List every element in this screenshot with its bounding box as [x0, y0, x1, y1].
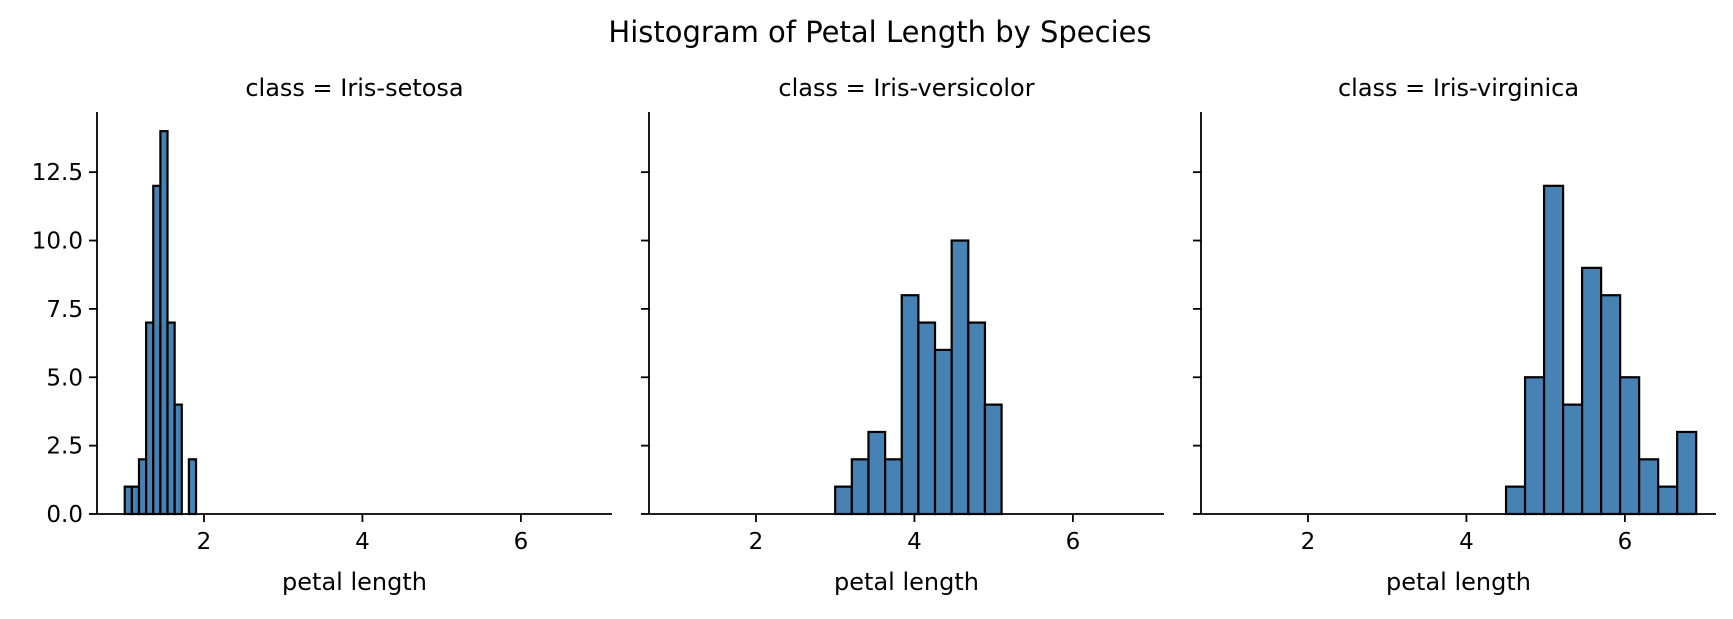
panel-title: class = Iris-setosa [245, 74, 463, 102]
histogram-bar [1542, 184, 1565, 516]
facet-panel-1: class = Iris-setosa 2 4 6 0.0 2.5 5.0 7.5 10.0 12… [32, 74, 612, 596]
x-tick-label: 4 [355, 529, 370, 555]
y-tick-label: 0.0 [46, 502, 83, 528]
histogram-bar [884, 458, 903, 516]
histogram-bar [1619, 376, 1641, 516]
facet-panel-2: class = Iris-versicolor 2 4 6 petal length [641, 74, 1164, 596]
facet-panel-3: class = Iris-virginica 2 4 6 petal length [1193, 74, 1716, 596]
panel-title: class = Iris-virginica [1338, 74, 1579, 102]
histogram-bar [1580, 266, 1603, 516]
y-tick-label: 5.0 [46, 365, 83, 391]
histogram-bar [1657, 485, 1679, 516]
histogram-bar [983, 403, 1003, 516]
x-tick-label: 4 [1459, 529, 1474, 555]
histogram-bar [173, 403, 183, 516]
histogram-bar [1504, 485, 1527, 516]
x-tick-label: 6 [1618, 529, 1633, 555]
y-tick-label: 7.5 [46, 297, 83, 323]
x-tick-label: 2 [749, 529, 764, 555]
x-tick-label: 2 [1301, 529, 1316, 555]
panel-title: class = Iris-versicolor [778, 74, 1034, 102]
histogram-bar [850, 458, 870, 516]
histogram-bar [1638, 458, 1660, 516]
x-tick-label: 6 [1066, 529, 1081, 555]
histogram-bar [917, 321, 937, 516]
histogram-bar [950, 239, 970, 516]
x-tick-label: 2 [197, 529, 212, 555]
x-axis-label: petal length [1386, 568, 1531, 596]
x-tick-label: 6 [514, 529, 529, 555]
histogram-bar [834, 485, 853, 516]
y-tick-label: 2.5 [46, 434, 83, 460]
figure-title: Histogram of Petal Length by Species [608, 15, 1151, 49]
histogram-bar [867, 430, 887, 516]
x-axis-label: petal length [834, 568, 979, 596]
x-tick-label: 4 [907, 529, 922, 555]
y-tick-label: 10.0 [32, 229, 83, 255]
histogram-bar [1600, 294, 1622, 516]
histogram-bar [900, 294, 920, 516]
histogram-bar [187, 458, 198, 516]
histogram-bar [1676, 430, 1698, 516]
histogram-bar [1561, 403, 1584, 516]
histogram-bar [1523, 376, 1546, 516]
histogram-bar [933, 348, 953, 516]
histogram-bar [967, 321, 987, 516]
y-tick-label: 12.5 [32, 160, 83, 186]
x-axis-label: petal length [282, 568, 427, 596]
